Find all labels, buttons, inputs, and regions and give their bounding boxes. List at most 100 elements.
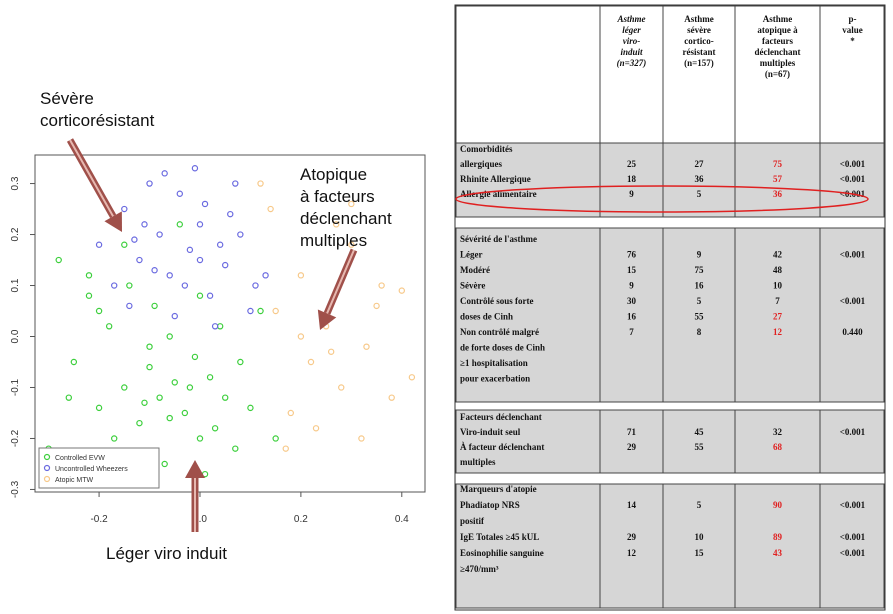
point	[206, 374, 214, 381]
header-text: facteurs	[762, 36, 793, 46]
cell: 75	[695, 265, 705, 275]
point	[166, 272, 173, 279]
cell: <0.001	[840, 174, 866, 184]
annotation: corticorésistant	[40, 111, 155, 130]
annotation: Sévère	[40, 89, 94, 108]
point	[216, 241, 224, 248]
header-text: multiples	[760, 58, 796, 68]
header-text: *	[850, 36, 855, 46]
legend-box	[38, 447, 160, 489]
point	[262, 272, 269, 279]
header-text: Asthme	[616, 14, 645, 24]
point	[196, 435, 204, 442]
point	[388, 394, 395, 401]
point	[267, 205, 274, 213]
legend-label: Uncontrolled Wheezers	[55, 466, 128, 473]
point	[181, 282, 189, 289]
cell: 9	[629, 281, 634, 291]
row-label: allergiques	[460, 159, 502, 169]
point	[378, 282, 385, 289]
row-label: de forte doses de Cinh	[460, 343, 545, 353]
point	[85, 272, 93, 279]
header-text: Asthme	[763, 14, 793, 24]
header-text: sévère	[687, 25, 711, 35]
row-label: Non contrôlé malgré	[460, 327, 539, 337]
point	[196, 292, 204, 299]
point	[287, 409, 294, 417]
y-tick-label: 0.1	[10, 278, 21, 292]
point	[65, 394, 73, 401]
point	[121, 241, 128, 248]
cell: 15	[695, 548, 705, 558]
point	[327, 348, 335, 355]
point	[111, 435, 118, 442]
point	[176, 190, 183, 197]
y-tick-label: -0.2	[10, 429, 21, 447]
arrow-stripe	[69, 139, 115, 217]
cell: <0.001	[840, 250, 866, 260]
point	[85, 292, 93, 299]
legend-marker	[43, 475, 51, 483]
row-label: Phadiatop NRS	[460, 500, 520, 510]
arrow-stripe	[326, 249, 355, 314]
cell: 9	[697, 250, 702, 260]
arrow-head	[185, 460, 205, 478]
table-section	[455, 483, 885, 609]
point	[282, 445, 289, 452]
point	[151, 302, 158, 310]
row-label: Modéré	[460, 265, 490, 275]
point	[126, 282, 133, 289]
row-label: Comorbidités	[460, 144, 513, 154]
point	[166, 414, 173, 422]
point	[232, 180, 239, 187]
row-label: Sévérité de l'asthme	[460, 234, 537, 244]
cell: 42	[773, 250, 783, 260]
x-tick-label: -0.2	[90, 514, 108, 525]
point	[131, 236, 138, 243]
point	[105, 323, 113, 330]
point	[358, 435, 365, 442]
row-label: Sévère	[460, 281, 485, 291]
point	[171, 312, 178, 320]
legend-label: Atopic MTW	[55, 477, 94, 484]
point	[227, 210, 234, 218]
cell: 55	[695, 442, 705, 452]
point	[297, 333, 305, 340]
point	[111, 282, 118, 289]
point	[186, 384, 194, 391]
cell: <0.001	[840, 500, 866, 510]
header-text: cortico-	[684, 36, 713, 46]
point	[398, 287, 405, 294]
cell: 16	[695, 281, 705, 291]
point	[191, 165, 199, 172]
y-tick-label: 0.0	[10, 329, 21, 343]
highlight-ellipse	[455, 185, 869, 213]
y-tick-label: -0.1	[10, 378, 21, 396]
cell: 7	[629, 327, 634, 337]
row-label: doses de Cinh	[460, 312, 513, 322]
point	[297, 272, 305, 279]
cell: 5	[697, 500, 702, 510]
cell: 30	[627, 296, 637, 306]
point	[312, 425, 320, 432]
point	[373, 302, 380, 310]
cell: <0.001	[840, 296, 866, 306]
cell: <0.001	[840, 548, 866, 558]
point	[166, 333, 173, 340]
annotation: Atopique	[300, 165, 367, 184]
point	[161, 170, 168, 177]
annotation: à facteurs	[300, 187, 375, 206]
cell: <0.001	[840, 159, 866, 169]
row-label: À facteur déclenchant	[460, 442, 544, 452]
cell: 10	[695, 532, 705, 542]
point	[95, 307, 103, 315]
point	[121, 384, 128, 391]
cell: 18	[627, 174, 637, 184]
row-label: Viro-induit seul	[460, 427, 521, 437]
row-label: Léger	[460, 250, 483, 260]
row-label: positif	[460, 516, 485, 526]
point	[252, 282, 259, 289]
point	[348, 200, 355, 208]
point	[338, 384, 345, 391]
cell: 55	[695, 312, 705, 322]
